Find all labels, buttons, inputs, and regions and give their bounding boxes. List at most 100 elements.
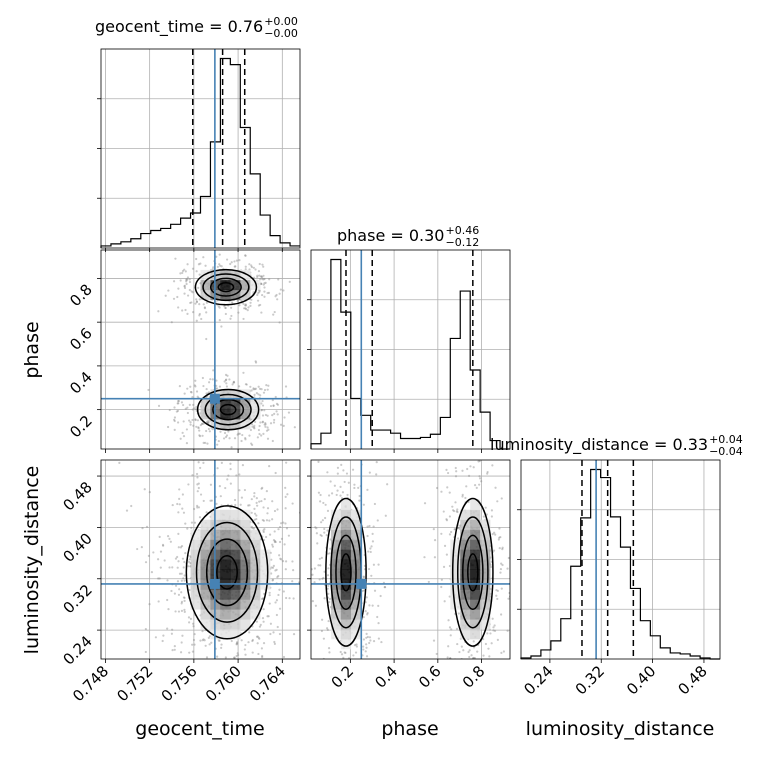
sample-point: [218, 385, 222, 388]
sample-point: [266, 615, 269, 618]
sample-point: [263, 277, 266, 281]
sample-point: [195, 319, 198, 322]
truth-marker: [209, 578, 220, 589]
density-cell: [470, 589, 481, 600]
sample-point: [199, 466, 202, 470]
sample-point: [189, 390, 193, 394]
sample-point: [199, 434, 202, 438]
sample-point: [268, 533, 272, 536]
sample-point: [322, 576, 325, 580]
sample-point: [150, 571, 154, 574]
sample-point: [362, 645, 365, 648]
sample-point: [201, 630, 204, 633]
sample-point: [224, 486, 227, 490]
contour-line: [340, 553, 352, 592]
sample-point: [183, 560, 186, 564]
y-tick-label: 0.32: [59, 581, 95, 617]
sample-point: [495, 659, 497, 661]
contour-line: [195, 521, 259, 623]
sample-point: [229, 482, 232, 485]
sample-point: [507, 556, 510, 560]
density-cell: [220, 539, 231, 550]
sample-point: [166, 627, 169, 630]
sample-point: [185, 279, 188, 282]
sample-point: [320, 521, 323, 524]
sample-point: [254, 268, 257, 271]
sample-point: [283, 543, 286, 546]
sample-point: [355, 667, 357, 669]
sample-point: [284, 568, 287, 571]
density-cell: [190, 569, 201, 580]
sample-point: [238, 700, 240, 702]
sample-point: [315, 532, 318, 535]
sample-point: [471, 657, 475, 659]
density-cell: [230, 399, 241, 410]
sample-point: [202, 441, 205, 444]
sample-point: [197, 666, 199, 668]
sample-point: [196, 419, 200, 422]
sample-point: [158, 535, 161, 538]
sample-point: [251, 423, 254, 426]
sample-point: [248, 631, 251, 634]
sample-point: [466, 467, 469, 471]
sample-point: [230, 314, 233, 318]
sample-point: [492, 549, 496, 552]
sample-point: [166, 598, 169, 602]
sample-point: [251, 425, 254, 428]
sample-point: [219, 430, 222, 433]
sample-point: [186, 406, 189, 409]
density-cell: [200, 549, 211, 560]
density-cell: [450, 589, 461, 600]
sample-point: [211, 268, 214, 271]
sample-point: [183, 284, 186, 287]
density-cell: [480, 559, 491, 570]
sample-point: [195, 425, 198, 428]
sample-point: [232, 381, 235, 384]
density-cell: [200, 279, 211, 291]
sample-point: [195, 270, 198, 273]
sample-point: [325, 627, 329, 630]
sample-point: [267, 384, 270, 387]
sample-point: [486, 632, 489, 635]
sample-point: [383, 586, 386, 589]
sample-point: [232, 381, 236, 384]
sample-point: [448, 684, 450, 686]
sample-point: [461, 495, 464, 498]
sample-point: [473, 657, 476, 659]
sample-point: [181, 431, 184, 434]
density-cell: [450, 559, 461, 570]
sample-point: [176, 580, 180, 583]
sample-point: [263, 388, 267, 392]
sample-point: [368, 524, 371, 528]
sample-point: [384, 514, 387, 517]
sample-point: [188, 278, 191, 281]
sample-point: [208, 643, 211, 646]
sample-point: [193, 521, 197, 524]
density-cell: [350, 549, 362, 560]
sample-point: [271, 518, 274, 521]
sample-point: [284, 560, 288, 563]
sample-point: [490, 515, 494, 518]
sample-point: [368, 604, 371, 607]
sample-point: [261, 597, 265, 600]
density-cell: [190, 559, 201, 570]
sample-point: [319, 493, 322, 497]
density-cell: [340, 629, 352, 640]
density-cell: [200, 569, 211, 580]
density-cell: [230, 389, 241, 400]
sample-point: [170, 632, 173, 635]
sample-point: [268, 465, 271, 468]
sample-point: [433, 556, 437, 559]
sample-point: [272, 404, 275, 407]
sample-point: [216, 443, 219, 446]
sample-point: [260, 499, 263, 503]
sample-point: [254, 361, 258, 364]
sample-point: [357, 486, 360, 490]
sample-point: [449, 634, 452, 637]
density-cell: [330, 589, 342, 600]
panel-frame: [100, 249, 301, 450]
sample-point: [193, 384, 196, 387]
sample-point: [205, 429, 208, 433]
sample-point: [333, 484, 336, 487]
sample-point: [271, 414, 274, 417]
